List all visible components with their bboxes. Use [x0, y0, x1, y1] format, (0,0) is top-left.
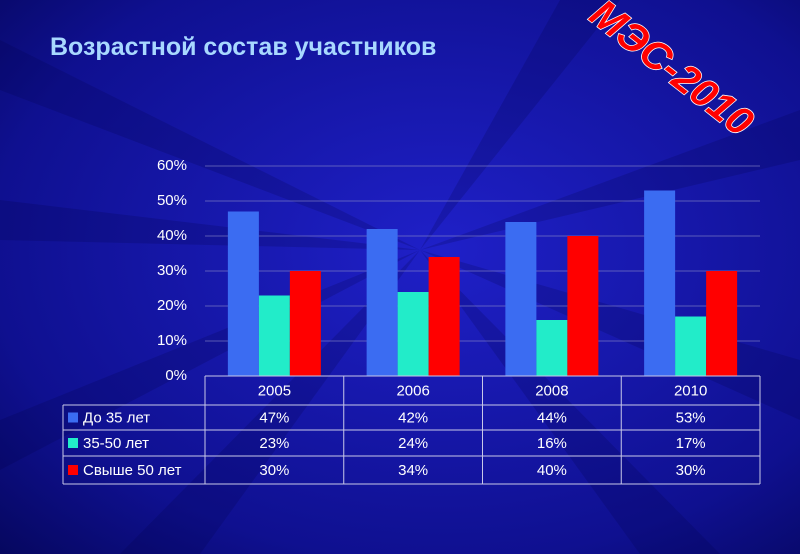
bar — [227, 211, 259, 376]
bar — [505, 222, 537, 376]
bar — [397, 292, 429, 376]
y-tick-label: 60% — [157, 157, 187, 174]
y-tick-label: 40% — [157, 227, 187, 244]
chart: 0% 10% 20% 30% 40% 50% 60% 2005 47% 23% 30% 2006 42%… — [62, 157, 761, 485]
bar — [644, 190, 676, 376]
bar — [536, 320, 568, 376]
y-tick-label: 30% — [157, 262, 187, 279]
table-cell: 44% — [537, 409, 567, 426]
bar — [366, 229, 398, 376]
y-tick-label: 0% — [165, 367, 187, 384]
bar — [567, 236, 599, 376]
x-tick-label: 2006 — [396, 382, 429, 399]
table-cell: 34% — [398, 462, 428, 479]
table-cell: 17% — [676, 435, 706, 452]
bar — [675, 316, 707, 376]
table-cell: 16% — [537, 435, 567, 452]
legend-swatch — [68, 412, 78, 423]
table-cell: 53% — [676, 409, 706, 426]
y-tick-label: 10% — [157, 332, 187, 349]
y-tick-label: 20% — [157, 297, 187, 314]
legend-label: Свыше 50 лет — [83, 462, 182, 479]
legend-label: 35-50 лет — [83, 435, 149, 452]
table-cell: 40% — [537, 462, 567, 479]
table-cell: 23% — [259, 435, 289, 452]
bar — [428, 257, 460, 376]
table-cell: 47% — [259, 409, 289, 426]
table-cell: 42% — [398, 409, 428, 426]
table-cell: 30% — [676, 462, 706, 479]
legend-swatch — [68, 465, 78, 475]
chart-title: Возрастной состав участников — [50, 33, 436, 61]
table-cell: 24% — [398, 435, 428, 452]
x-tick-label: 2005 — [258, 382, 291, 399]
x-tick-label: 2008 — [535, 382, 568, 399]
legend-swatch — [68, 438, 78, 448]
bar — [289, 271, 321, 376]
x-tick-label: 2010 — [674, 382, 707, 399]
bar — [258, 295, 290, 376]
legend-label: До 35 лет — [83, 409, 150, 426]
table-cell: 30% — [259, 462, 289, 479]
y-tick-label: 50% — [157, 192, 187, 209]
bar — [706, 271, 738, 376]
